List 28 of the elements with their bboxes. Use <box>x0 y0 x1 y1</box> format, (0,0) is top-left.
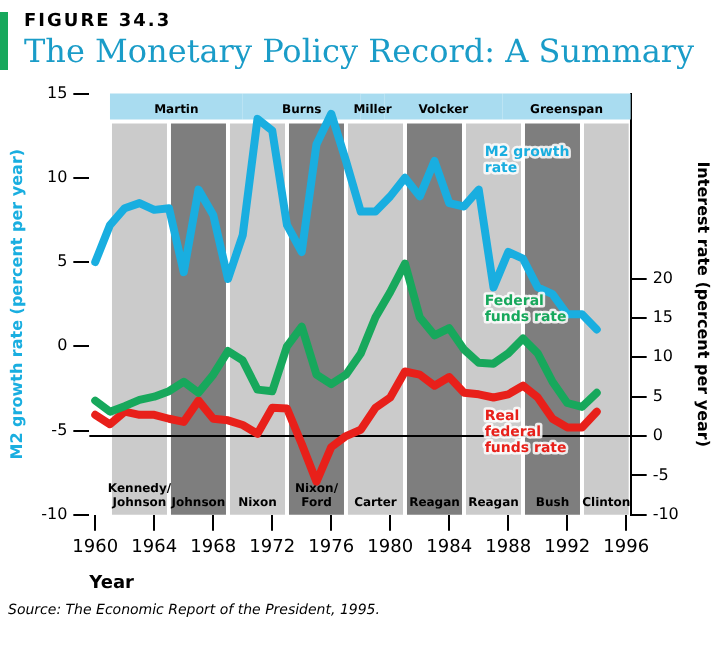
x-tick-label: 1976 <box>308 538 355 559</box>
y-tick-label: -5 <box>51 420 68 439</box>
y2-tick-label: 10 <box>652 347 674 366</box>
chart-title: The Monetary Policy Record: A Summary <box>24 32 697 70</box>
x-axis-title: Year <box>87 573 136 594</box>
y2-axis-title: Interest rate (percent per year) <box>694 161 713 447</box>
x-tick-label: 1964 <box>131 538 178 559</box>
y2-tick-label: 0 <box>652 426 663 445</box>
x-tick-label: 1972 <box>249 538 296 559</box>
x-tick-label: 1988 <box>485 538 532 559</box>
y-tick-label: 0 <box>57 336 68 355</box>
x-tick-label: 1992 <box>544 538 591 559</box>
y2-tick-label: -5 <box>652 465 669 484</box>
y2-tick-label: 20 <box>652 268 674 287</box>
x-tick-label: 1960 <box>72 538 119 559</box>
x-tick-label: 1996 <box>603 538 650 559</box>
y2-tick-label: 5 <box>652 386 663 405</box>
y2-tick-label: 15 <box>652 308 674 327</box>
y-tick-label: 5 <box>57 252 68 271</box>
y2-tick-label: -10 <box>652 504 679 523</box>
y-axis-title: M2 growth rate (percent per year) <box>7 148 26 460</box>
y-tick-label: 15 <box>46 83 68 102</box>
x-tick-label: 1984 <box>426 538 473 559</box>
x-tick-label: 1980 <box>367 538 414 559</box>
x-tick-label: 1968 <box>190 538 237 559</box>
y-tick-label: -10 <box>41 504 68 523</box>
chart-subtitle: FIGURE 34.3 <box>24 12 174 32</box>
y-tick-label: 10 <box>46 168 68 186</box>
